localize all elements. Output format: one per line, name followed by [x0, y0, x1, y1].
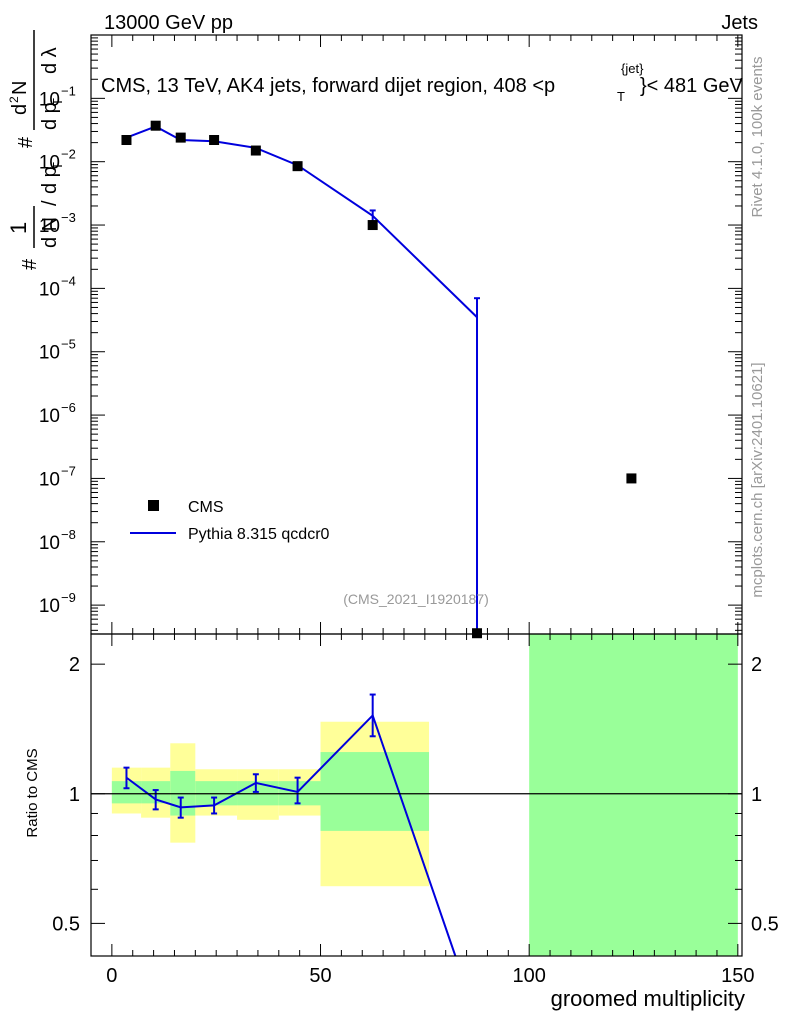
top-frame [90, 34, 743, 635]
ytick-exponent: −6 [61, 400, 76, 415]
ytick-label: 10 [39, 533, 60, 554]
xtick-label: 150 [721, 965, 754, 987]
legend-cms-marker [148, 500, 159, 511]
cms-data-point [626, 473, 637, 484]
xaxis-label: groomed multiplicity [551, 986, 745, 1011]
main-plot [121, 120, 637, 639]
cms-data-point [292, 161, 303, 172]
ytick-label: 10 [39, 89, 60, 110]
analysis-watermark: (CMS_2021_I1920187) [343, 591, 489, 607]
ytick-label: 10 [39, 596, 60, 617]
cms-data-point [209, 135, 220, 146]
svg-text:#: # [15, 136, 37, 148]
ytick-exponent: −2 [61, 147, 76, 162]
band-green-0 [111, 781, 142, 804]
ratio-ytick-label-right: 1 [751, 784, 762, 806]
svg-text:d p: d p [39, 166, 61, 194]
ytick-label: 10 [39, 343, 60, 364]
title-sub: T [617, 89, 625, 104]
cms-data-point [150, 120, 161, 131]
ratio-ytick-label-left: 2 [69, 654, 80, 676]
legend-pythia-label: Pythia 8.315 qcdcr0 [188, 526, 330, 543]
xtick-label: 0 [106, 965, 117, 987]
pythia-line [126, 125, 478, 318]
svg-text:N: N [9, 81, 31, 95]
plot-title: CMS, 13 TeV, AK4 jets, forward dijet reg… [101, 61, 744, 104]
cms-data-point [175, 132, 186, 143]
ytick-label: 10 [39, 469, 60, 490]
cms-data-point [121, 135, 132, 146]
svg-text:#: # [19, 258, 41, 270]
svg-text:d: d [9, 104, 31, 115]
rivet-version-text: Rivet 4.1.0, 100k events [749, 57, 766, 218]
title-main: CMS, 13 TeV, AK4 jets, forward dijet reg… [101, 75, 555, 97]
cms-data-point [367, 220, 378, 231]
ytick-label: 10 [39, 406, 60, 427]
band-green-7 [529, 634, 738, 956]
ratio-ylabel: Ratio to CMS [24, 748, 41, 837]
title-sup: {jet} [621, 61, 644, 76]
title-end: }< 481 GeV [640, 75, 744, 97]
svg-text:/: / [39, 200, 61, 206]
ytick-exponent: −3 [61, 210, 76, 225]
svg-text:d λ: d λ [39, 47, 61, 74]
ratio-bands [111, 634, 738, 956]
svg-text:d N: d N [39, 217, 61, 248]
ytick-exponent: −9 [61, 590, 76, 605]
xtick-label: 100 [512, 965, 545, 987]
cms-data-point [250, 145, 261, 156]
header-right: Jets [721, 12, 758, 34]
ytick-exponent: −5 [61, 337, 76, 352]
ratio-ytick-label-right: 0.5 [751, 913, 779, 935]
cms-data-point [472, 628, 483, 639]
ytick-exponent: −8 [61, 527, 76, 542]
ratio-ytick-label-right: 2 [751, 654, 762, 676]
ytick-exponent: −7 [61, 463, 76, 478]
ytick-exponent: −4 [61, 273, 76, 288]
ratio-ytick-label-left: 1 [69, 784, 80, 806]
top-ylabel: # 1 d N / d p T # d 2 N d p T d λ [6, 30, 65, 270]
ratio-frame [90, 633, 743, 957]
xtick-label: 50 [309, 965, 331, 987]
svg-text:T: T [50, 98, 65, 106]
mcplots-text: mcplots.cern.ch [arXiv:2401.10621] [749, 362, 766, 597]
ytick-label: 10 [39, 216, 60, 237]
ytick-label: 10 [39, 153, 60, 174]
header-left: 13000 GeV pp [104, 12, 233, 34]
ytick-label: 10 [39, 279, 60, 300]
svg-text:1: 1 [6, 222, 31, 234]
legend-cms-label: CMS [188, 499, 224, 516]
svg-text:T: T [50, 162, 65, 170]
legend: CMS Pythia 8.315 qcdcr0 [130, 499, 330, 543]
ytick-exponent: −1 [61, 83, 76, 98]
band-green-6 [320, 752, 430, 831]
ratio-ytick-label-left: 0.5 [52, 913, 80, 935]
svg-text:2: 2 [7, 96, 21, 103]
svg-text:d p: d p [39, 102, 61, 130]
